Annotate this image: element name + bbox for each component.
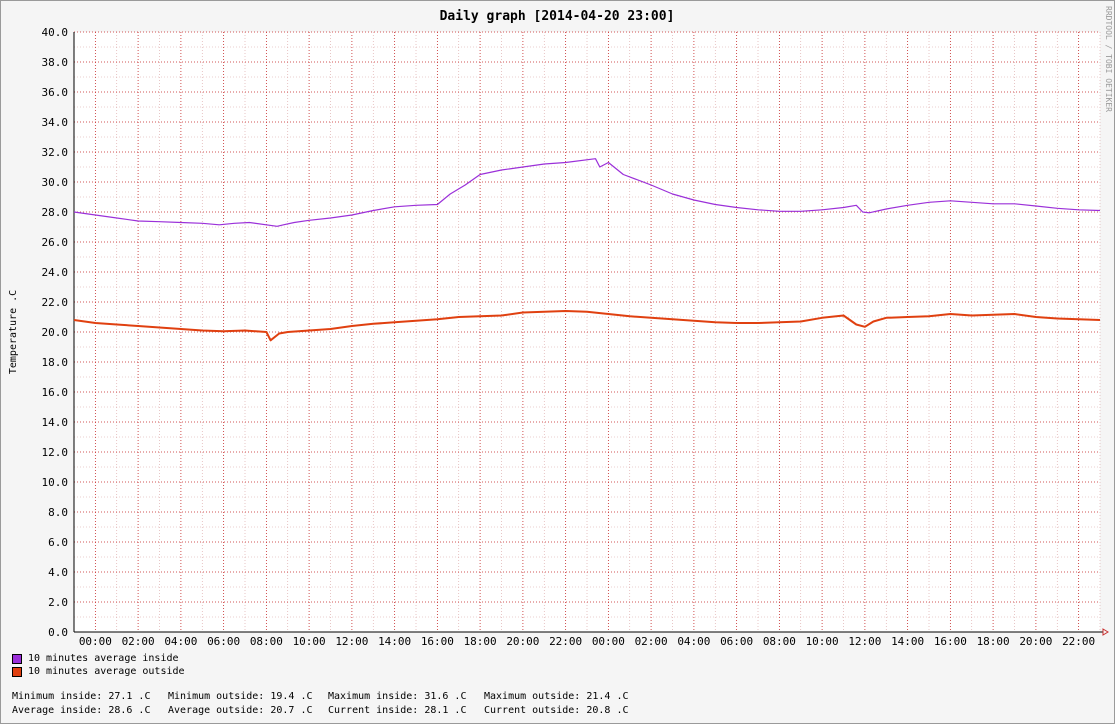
y-tick-label: 6.0 [48, 536, 68, 549]
x-tick-label: 18:00 [464, 635, 497, 648]
y-tick-label: 32.0 [42, 146, 69, 159]
x-tick-label: 14:00 [378, 635, 411, 648]
stats-row-2: Average inside: 28.6 .C Average outside:… [12, 704, 644, 718]
x-tick-label: 22:00 [1062, 635, 1095, 648]
y-tick-label: 34.0 [42, 116, 69, 129]
y-tick-label: 16.0 [42, 386, 69, 399]
stat-max-outside: Maximum outside: 21.4 .C [484, 691, 629, 702]
x-tick-label: 08:00 [763, 635, 796, 648]
stat-avg-inside: Average inside: 28.6 .C [12, 705, 151, 716]
x-tick-label: 12:00 [848, 635, 881, 648]
y-tick-label: 30.0 [42, 176, 69, 189]
y-tick-label: 36.0 [42, 86, 69, 99]
legend-item-inside: 10 minutes average inside [12, 652, 185, 665]
y-axis-label: Temperature .C [8, 290, 19, 374]
stat-avg-outside: Average outside: 20.7 .C [168, 705, 313, 716]
y-tick-label: 24.0 [42, 266, 69, 279]
x-tick-label: 16:00 [934, 635, 967, 648]
legend-swatch-inside [12, 653, 22, 664]
x-tick-label: 00:00 [592, 635, 625, 648]
x-tick-label: 14:00 [891, 635, 924, 648]
y-tick-label: 14.0 [42, 416, 69, 429]
stat-min-outside: Minimum outside: 19.4 .C [168, 691, 313, 702]
rrdtool-watermark: RRDTOOL / TOBI OETIKER [1104, 6, 1113, 112]
x-tick-label: 06:00 [720, 635, 753, 648]
x-axis-arrow-icon [1102, 628, 1109, 636]
stat-max-inside: Maximum inside: 31.6 .C [328, 691, 467, 702]
y-tick-label: 12.0 [42, 446, 69, 459]
series-line-inside [73, 158, 1101, 227]
x-tick-label: 00:00 [79, 635, 112, 648]
stats-summary: Minimum inside: 27.1 .C Minimum outside:… [12, 690, 644, 718]
series-line-outside [73, 310, 1101, 342]
x-tick-label: 20:00 [1019, 635, 1052, 648]
x-tick-label: 22:00 [549, 635, 582, 648]
x-tick-label: 20:00 [506, 635, 539, 648]
y-tick-label: 8.0 [48, 506, 68, 519]
y-tick-label: 20.0 [42, 326, 69, 339]
stats-row-1: Minimum inside: 27.1 .C Minimum outside:… [12, 690, 644, 704]
stat-current-outside: Current outside: 20.8 .C [484, 705, 629, 716]
stat-current-inside: Current inside: 28.1 .C [328, 705, 467, 716]
x-tick-label: 08:00 [250, 635, 283, 648]
x-tick-label: 10:00 [806, 635, 839, 648]
y-tick-label: 4.0 [48, 566, 68, 579]
y-tick-label: 38.0 [42, 56, 69, 69]
y-tick-label: 2.0 [48, 596, 68, 609]
x-tick-label: 12:00 [335, 635, 368, 648]
chart-title: Daily graph [2014-04-20 23:00] [440, 9, 675, 24]
y-tick-label: 0.0 [48, 626, 68, 639]
y-tick-label: 10.0 [42, 476, 69, 489]
x-tick-label: 04:00 [677, 635, 710, 648]
legend-item-outside: 10 minutes average outside [12, 665, 185, 678]
legend: 10 minutes average inside 10 minutes ave… [12, 652, 185, 678]
x-tick-label: 18:00 [977, 635, 1010, 648]
y-tick-label: 28.0 [42, 206, 69, 219]
y-tick-label: 18.0 [42, 356, 69, 369]
y-tick-label: 40.0 [42, 26, 69, 39]
y-tick-label: 26.0 [42, 236, 69, 249]
stat-min-inside: Minimum inside: 27.1 .C [12, 691, 151, 702]
y-tick-label: 22.0 [42, 296, 69, 309]
x-tick-label: 02:00 [635, 635, 668, 648]
legend-label-inside: 10 minutes average inside [28, 652, 179, 664]
x-tick-label: 04:00 [164, 635, 197, 648]
x-tick-label: 06:00 [207, 635, 240, 648]
x-tick-label: 02:00 [122, 635, 155, 648]
x-tick-label: 10:00 [293, 635, 326, 648]
x-tick-label: 16:00 [421, 635, 454, 648]
legend-label-outside: 10 minutes average outside [28, 665, 185, 677]
legend-swatch-outside [12, 666, 22, 677]
